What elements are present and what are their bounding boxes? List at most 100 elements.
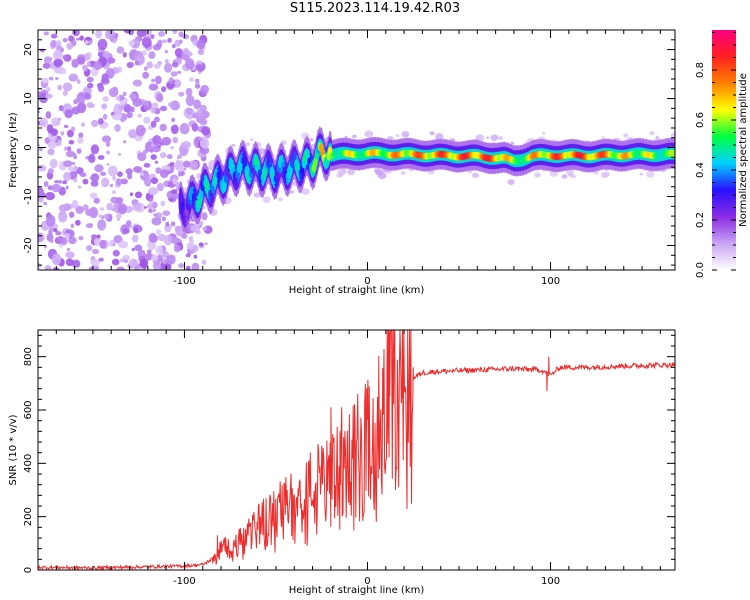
- noise-blob: [141, 36, 152, 48]
- noise-blob: [51, 183, 62, 193]
- noise-blob: [73, 178, 78, 183]
- noise-blob: [162, 39, 168, 44]
- noise-blob: [108, 165, 118, 177]
- noise-blob: [133, 166, 143, 173]
- noise-blob: [118, 105, 125, 111]
- noise-blob: [101, 103, 108, 110]
- noise-blob: [156, 93, 164, 103]
- band-halo-blob: [301, 188, 310, 195]
- noise-blob: [106, 163, 110, 166]
- ridge-cell: [672, 150, 675, 157]
- spectrogram-heatmap: [38, 30, 675, 270]
- noise-blob: [182, 48, 190, 55]
- noise-blob: [73, 165, 78, 172]
- noise-blob: [170, 146, 174, 150]
- noise-blob: [115, 178, 123, 186]
- noise-blob: [46, 124, 54, 133]
- x-tick-label: -100: [173, 276, 196, 287]
- noise-blob: [111, 258, 120, 266]
- noise-blob: [171, 61, 179, 68]
- noise-blob: [39, 117, 49, 128]
- noise-blob: [146, 61, 153, 69]
- noise-blob: [142, 49, 147, 56]
- noise-blob: [55, 231, 62, 236]
- noise-blob: [199, 137, 210, 149]
- noise-blob: [125, 168, 133, 175]
- noise-blob: [153, 116, 160, 123]
- snr-series-line: [37, 329, 676, 571]
- noise-blob: [43, 181, 49, 187]
- colorbar-tick-label: 0.2: [695, 212, 706, 228]
- noise-blob: [47, 148, 55, 156]
- noise-blob: [172, 30, 178, 34]
- noise-blob: [112, 249, 120, 257]
- noise-blob: [109, 183, 114, 188]
- band-halo-blob: [498, 136, 503, 140]
- noise-blob: [193, 254, 198, 259]
- noise-blob: [132, 97, 143, 107]
- band-halo-blob: [670, 132, 675, 139]
- noise-blob: [58, 211, 68, 223]
- noise-blob: [105, 150, 111, 155]
- noise-blob: [107, 57, 116, 64]
- band-halo-blob: [429, 131, 435, 136]
- noise-blob: [99, 239, 107, 249]
- noise-blob: [162, 210, 171, 216]
- spectrogram-frame: [37, 29, 676, 271]
- noise-blob: [177, 154, 183, 159]
- noise-blob: [188, 160, 199, 171]
- noise-blob: [87, 82, 94, 89]
- band-halo-blob: [344, 135, 348, 139]
- noise-blob: [152, 102, 159, 109]
- band-halo-blob: [395, 134, 400, 138]
- noise-blob: [71, 61, 78, 68]
- noise-blob: [157, 39, 163, 45]
- noise-blob: [132, 202, 142, 212]
- noise-blob: [163, 235, 173, 246]
- noise-blob: [170, 71, 178, 77]
- noise-blob: [148, 201, 154, 206]
- y-tick-label: 600: [23, 400, 34, 419]
- noise-blob: [104, 213, 109, 220]
- noise-blob: [66, 42, 73, 50]
- colorbar-label: Normalized spectral amplitude: [738, 73, 749, 227]
- colorbar-tick-label: 0.8: [695, 62, 706, 78]
- noise-blob: [51, 253, 62, 266]
- noise-blob: [93, 175, 99, 180]
- noise-blob: [60, 131, 65, 136]
- noise-blob: [122, 91, 127, 97]
- noise-blob: [76, 92, 86, 104]
- noise-blob: [44, 57, 52, 64]
- noise-blob: [167, 102, 173, 107]
- noise-blob: [86, 61, 91, 68]
- noise-blob: [161, 86, 167, 93]
- noise-blob: [68, 236, 77, 245]
- noise-blob: [150, 106, 156, 114]
- noise-blob: [58, 106, 64, 112]
- noise-blob: [72, 30, 80, 37]
- noise-blob: [128, 40, 135, 47]
- noise-blob: [88, 40, 93, 45]
- noise-blob: [38, 164, 47, 172]
- noise-blob: [199, 118, 208, 126]
- noise-blob: [49, 227, 54, 231]
- band-halo-blob: [475, 134, 485, 142]
- noise-blob: [144, 163, 151, 168]
- noise-blob: [143, 206, 147, 209]
- noise-blob: [106, 202, 114, 211]
- noise-blob: [188, 236, 194, 242]
- noise-blob: [196, 39, 206, 50]
- noise-blob: [129, 192, 134, 196]
- noise-blob: [166, 154, 173, 160]
- noise-blob: [38, 143, 41, 147]
- noise-blob: [202, 226, 208, 231]
- noise-blob: [77, 137, 84, 144]
- noise-blob: [48, 76, 54, 81]
- noise-blob: [54, 180, 59, 184]
- noise-blob: [132, 79, 142, 87]
- figure-title: S115.2023.114.19.42.R03: [289, 1, 461, 16]
- noise-blob: [197, 48, 204, 56]
- snr-ticks: -100 0 100 0 200 400 600 800: [23, 330, 675, 587]
- noise-blob: [79, 172, 87, 178]
- noise-blob: [39, 147, 43, 152]
